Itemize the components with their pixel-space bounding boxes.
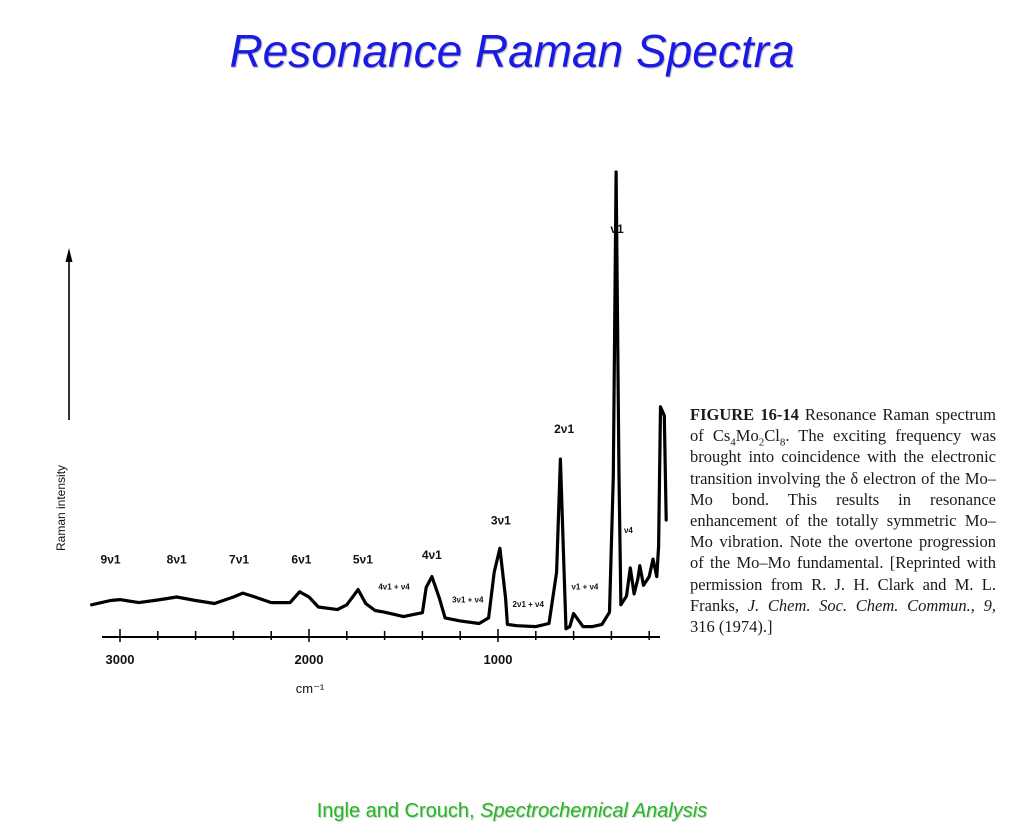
caption-text-5: 316 (1974).]	[690, 617, 773, 637]
caption-sub-1: 4	[730, 436, 736, 449]
peak-label: 9ν1	[101, 553, 121, 567]
peak-label: 2ν1 + ν4	[513, 600, 545, 609]
peak-label: ν1	[610, 222, 624, 236]
x-tick-label: 1000	[484, 652, 513, 667]
footer-authors: Ingle and Crouch,	[316, 800, 481, 822]
raman-spectrum-chart: Raman intensity 3000 2000 1000 cm⁻¹ ν1 2ν1 3…	[54, 170, 668, 696]
x-axis: 3000 2000 1000 cm⁻¹	[102, 629, 660, 696]
peak-label: 6ν1	[291, 553, 311, 567]
caption-text-2: Mo	[735, 426, 759, 446]
y-axis: Raman intensity	[54, 248, 73, 551]
caption-text-3: Cl	[764, 426, 780, 446]
peak-label: 5ν1	[353, 553, 373, 567]
caption-sub-2: 2	[758, 436, 765, 449]
y-axis-arrow-head	[65, 248, 73, 262]
caption-text-1: Resonance Raman spectrum of Cs	[690, 405, 996, 446]
slide-title: Resonance Raman Spectra	[229, 25, 795, 77]
x-axis-label: cm⁻¹	[296, 681, 325, 696]
peak-label: 2ν1	[554, 422, 574, 436]
peak-label: 3ν1 + ν4	[452, 596, 484, 605]
x-tick-label: 3000	[106, 652, 135, 667]
slide-footer: Ingle and Crouch, Spectrochemical Analys…	[0, 800, 1024, 823]
caption-journal: J. Chem. Soc. Chem. Commun., 9,	[747, 595, 996, 615]
caption-sub-3: 8	[779, 436, 786, 449]
peak-label: 4ν1	[422, 548, 442, 562]
caption-text-4: . The exciting frequency was brought int…	[690, 426, 997, 615]
peak-label: 3ν1	[491, 513, 511, 527]
footer-book-title: Spectrochemical Analysis	[480, 800, 708, 822]
peak-label: 8ν1	[167, 553, 187, 567]
peak-label: 4ν1 + ν4	[378, 583, 410, 592]
spectrum-line	[90, 170, 668, 631]
peak-label: ν1 + ν4	[571, 583, 598, 592]
peak-label: ν4	[624, 526, 633, 535]
y-axis-label: Raman intensity	[54, 465, 68, 551]
x-tick-label: 2000	[295, 652, 324, 667]
figure-caption: FIGURE 16-14 Resonance Raman spectrum of …	[690, 404, 996, 637]
figure-label: FIGURE 16-14	[690, 405, 799, 424]
peak-label: 7ν1	[229, 553, 249, 567]
